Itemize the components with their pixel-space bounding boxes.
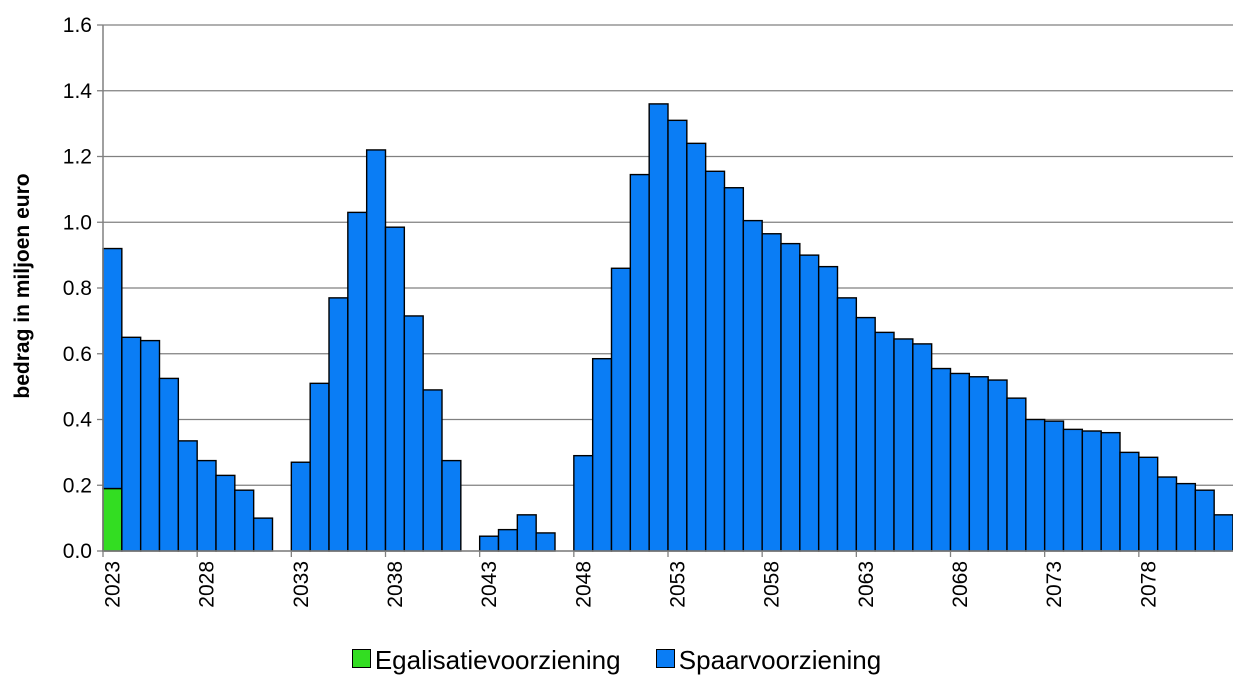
bar-spaarvoorziening-2066 — [912, 343, 933, 552]
bar-spaarvoorziening-2043 — [478, 535, 500, 552]
x-tick-label: 2073 — [1043, 561, 1066, 608]
legend-swatch-egalisatievoorziening — [351, 649, 371, 668]
x-tick-label: 2053 — [666, 561, 689, 608]
bar-spaarvoorziening-2070 — [987, 379, 1008, 552]
legend-swatch-spaarvoorziening — [655, 649, 675, 668]
legend-item-egalisatievoorziening: Egalisatievoorziening — [351, 645, 621, 676]
y-tick-labels: 0.0 0.2 0.4 0.6 0.8 1.0 1.2 1.4 1.6 — [63, 14, 93, 563]
bar-spaarvoorziening-2052 — [648, 103, 669, 552]
bar-spaarvoorziening-2024 — [121, 336, 142, 552]
y-tick-label: 0.4 — [63, 409, 93, 432]
bar-spaarvoorziening-2041 — [441, 459, 462, 552]
bar-spaarvoorziening-2057 — [742, 219, 763, 552]
legend-item-spaarvoorziening: Spaarvoorziening — [655, 645, 882, 676]
bar-spaarvoorziening-2054 — [686, 142, 707, 552]
bar-spaarvoorziening-2071 — [1006, 397, 1027, 552]
bar-spaarvoorziening-2050 — [610, 267, 632, 552]
bar-spaarvoorziening-2077 — [1119, 451, 1140, 552]
bar-spaarvoorziening-2049 — [591, 357, 613, 552]
bar-spaarvoorziening-2078 — [1138, 456, 1159, 552]
x-tick-label: 2043 — [478, 561, 501, 608]
bar-spaarvoorziening-2048 — [573, 454, 594, 552]
bar-spaarvoorziening-2045 — [516, 514, 537, 552]
bar-spaarvoorziening-2037 — [365, 149, 387, 552]
x-tick-label: 2058 — [761, 561, 784, 608]
bar-spaarvoorziening-2055 — [704, 170, 726, 552]
y-tick-label: 1.2 — [63, 146, 92, 169]
bar-spaarvoorziening-2038 — [384, 226, 406, 552]
x-tick-label: 2048 — [572, 561, 595, 608]
legend-label-spaarvoorziening: Spaarvoorziening — [678, 645, 882, 675]
bar-spaarvoorziening-2028 — [196, 459, 217, 552]
bar-spaarvoorziening-2023 — [102, 247, 123, 490]
x-tick-label: 2063 — [855, 561, 878, 608]
bar-spaarvoorziening-2079 — [1156, 476, 1178, 552]
bar-spaarvoorziening-2069 — [968, 376, 989, 552]
bar-spaarvoorziening-2033 — [290, 461, 311, 552]
bar-spaarvoorziening-2040 — [422, 389, 443, 552]
bar-spaarvoorziening-2073 — [1043, 420, 1065, 552]
bar-spaarvoorziening-2058 — [761, 233, 782, 552]
x-tick-label: 2023 — [101, 561, 124, 608]
bar-spaarvoorziening-2044 — [497, 528, 519, 552]
y-tick-label: 0.0 — [63, 540, 92, 563]
bar-spaarvoorziening-2062 — [836, 297, 858, 552]
legend-label-egalisatievoorziening: Egalisatievoorziening — [374, 645, 621, 675]
x-tick-label: 2068 — [949, 561, 972, 608]
bar-spaarvoorziening-2072 — [1025, 418, 1046, 552]
bar-spaarvoorziening-2076 — [1100, 431, 1121, 552]
bar-spaarvoorziening-2056 — [723, 187, 745, 552]
x-tick-label: 2028 — [196, 561, 219, 608]
bar-spaarvoorziening-2060 — [799, 254, 820, 552]
bar-spaarvoorziening-2030 — [234, 489, 255, 552]
y-tick-label: 1.0 — [63, 211, 92, 234]
bar-spaarvoorziening-2068 — [949, 372, 971, 552]
bar-spaarvoorziening-2031 — [252, 517, 274, 552]
bar-spaarvoorziening-2029 — [215, 474, 236, 552]
bars — [102, 103, 1233, 552]
bar-spaarvoorziening-2065 — [893, 338, 914, 552]
x-tick-label: 2078 — [1137, 561, 1160, 608]
bar-spaarvoorziening-2061 — [817, 265, 839, 552]
bar-spaarvoorziening-2064 — [874, 331, 895, 552]
bar-spaarvoorziening-2081 — [1194, 489, 1215, 552]
bar-spaarvoorziening-2034 — [309, 382, 330, 552]
y-tick-label: 1.4 — [63, 80, 93, 103]
bar-spaarvoorziening-2039 — [403, 315, 424, 552]
x-tick-label: 2038 — [384, 561, 407, 608]
x-tick-label: 2033 — [290, 561, 313, 608]
bar-spaarvoorziening-2067 — [930, 367, 952, 552]
bar-spaarvoorziening-2051 — [629, 173, 650, 552]
bar-egalisatievoorziening-2023 — [102, 487, 123, 552]
y-axis-title: bedrag in miljoen euro — [11, 173, 34, 398]
bar-spaarvoorziening-2027 — [177, 440, 198, 552]
y-tick-label: 0.6 — [63, 343, 92, 366]
y-tick-label: 0.2 — [63, 474, 92, 497]
x-tick-labels: 2023 2028 2033 2038 2043 2048 2053 2058 2063 2068… — [101, 551, 1160, 608]
bar-spaarvoorziening-2046 — [535, 532, 556, 552]
bar-spaarvoorziening-2075 — [1081, 430, 1102, 552]
bar-spaarvoorziening-2059 — [780, 242, 801, 552]
y-tick-label: 0.8 — [63, 277, 92, 300]
bar-spaarvoorziening-2026 — [158, 377, 180, 552]
bar-spaarvoorziening-2074 — [1062, 428, 1084, 552]
bar-spaarvoorziening-2035 — [328, 297, 349, 552]
bar-spaarvoorziening-2025 — [139, 339, 161, 552]
y-tick-label: 1.6 — [63, 14, 92, 37]
bar-spaarvoorziening-2080 — [1175, 482, 1197, 552]
bar-spaarvoorziening-2082 — [1213, 514, 1233, 552]
legend: Egalisatievoorziening Spaarvoorziening — [0, 645, 1233, 676]
bar-spaarvoorziening-2053 — [667, 119, 688, 552]
bar-spaarvoorziening-2063 — [855, 316, 876, 552]
bar-spaarvoorziening-2036 — [347, 211, 368, 552]
